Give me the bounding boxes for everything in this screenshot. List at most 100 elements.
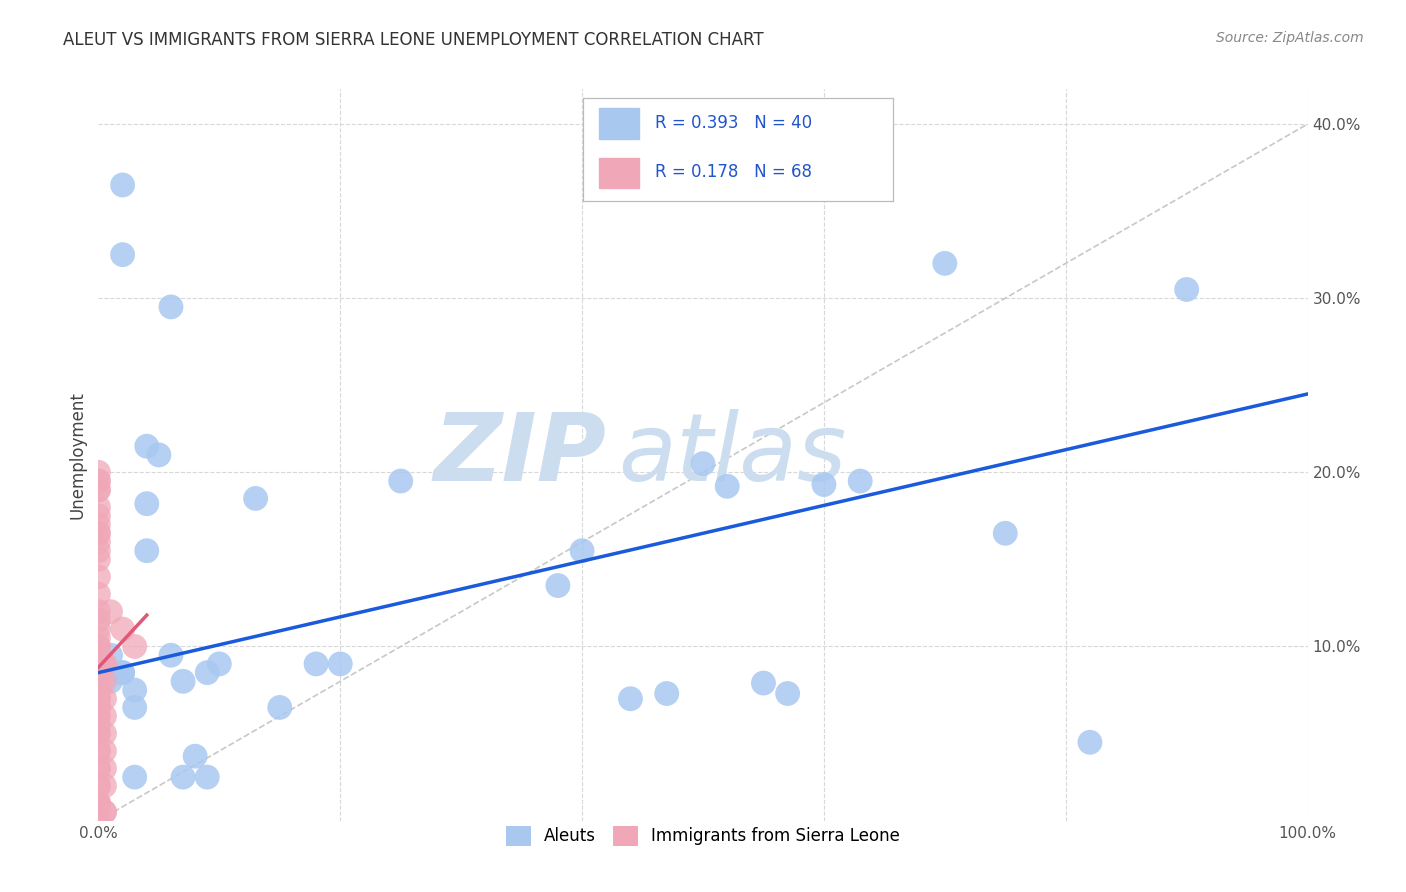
Point <box>87 796 110 810</box>
Point <box>87 761 110 775</box>
Point <box>849 474 872 488</box>
Point <box>87 657 110 671</box>
Point <box>172 674 194 689</box>
Point <box>87 683 110 698</box>
Point <box>87 517 110 532</box>
Bar <box>599 158 640 188</box>
Point <box>87 526 110 541</box>
Point <box>100 648 122 663</box>
Point <box>87 726 110 740</box>
Point <box>195 770 218 784</box>
Point <box>87 526 110 541</box>
Point <box>135 439 157 453</box>
Point <box>124 700 146 714</box>
Point <box>752 676 775 690</box>
Point <box>87 613 110 627</box>
Point <box>994 526 1017 541</box>
Point <box>87 570 110 584</box>
Point <box>87 657 110 671</box>
Point <box>124 640 146 654</box>
Point <box>111 247 134 261</box>
Point <box>87 709 110 723</box>
Point <box>245 491 267 506</box>
Point <box>87 665 110 680</box>
Point <box>93 779 115 793</box>
Point <box>87 814 110 828</box>
Point <box>93 674 115 689</box>
Point <box>87 674 110 689</box>
Point <box>87 508 110 523</box>
Point <box>619 691 641 706</box>
Point <box>93 657 115 671</box>
Point <box>87 709 110 723</box>
Point <box>87 674 110 689</box>
Text: ALEUT VS IMMIGRANTS FROM SIERRA LEONE UNEMPLOYMENT CORRELATION CHART: ALEUT VS IMMIGRANTS FROM SIERRA LEONE UN… <box>63 31 763 49</box>
Point <box>93 761 115 775</box>
Point <box>87 761 110 775</box>
Point <box>93 691 115 706</box>
Point <box>655 686 678 700</box>
Point <box>87 535 110 549</box>
Text: R = 0.178   N = 68: R = 0.178 N = 68 <box>655 163 811 181</box>
Point <box>87 665 110 680</box>
Point <box>87 648 110 663</box>
Point <box>100 674 122 689</box>
Point <box>208 657 231 671</box>
Point <box>93 805 115 819</box>
Point <box>111 622 134 636</box>
Point <box>93 726 115 740</box>
Point <box>195 665 218 680</box>
Point <box>87 474 110 488</box>
Point <box>124 683 146 698</box>
Point <box>93 657 115 671</box>
Point <box>692 457 714 471</box>
Point <box>934 256 956 270</box>
Point <box>172 770 194 784</box>
Point <box>93 744 115 758</box>
Point <box>87 552 110 566</box>
Point <box>87 474 110 488</box>
Point <box>87 605 110 619</box>
Point <box>160 300 183 314</box>
Point <box>100 605 122 619</box>
Point <box>87 796 110 810</box>
Point <box>87 483 110 497</box>
Point <box>389 474 412 488</box>
Point <box>87 691 110 706</box>
Point <box>1078 735 1101 749</box>
Point <box>813 477 835 491</box>
Point <box>87 587 110 601</box>
Point <box>87 674 110 689</box>
Point <box>135 543 157 558</box>
Point <box>87 744 110 758</box>
Point <box>87 814 110 828</box>
Point <box>87 640 110 654</box>
Point <box>716 479 738 493</box>
Point <box>93 709 115 723</box>
Point <box>571 543 593 558</box>
Point <box>87 622 110 636</box>
Point <box>87 683 110 698</box>
Point <box>776 686 799 700</box>
Legend: Aleuts, Immigrants from Sierra Leone: Aleuts, Immigrants from Sierra Leone <box>499 819 907 853</box>
Y-axis label: Unemployment: Unemployment <box>69 391 87 519</box>
Point <box>148 448 170 462</box>
Text: Source: ZipAtlas.com: Source: ZipAtlas.com <box>1216 31 1364 45</box>
Point <box>269 700 291 714</box>
Point <box>87 674 110 689</box>
Point <box>87 700 110 714</box>
Point <box>135 497 157 511</box>
Point <box>87 700 110 714</box>
Point <box>87 648 110 663</box>
Point <box>87 779 110 793</box>
Text: ZIP: ZIP <box>433 409 606 501</box>
Point <box>87 779 110 793</box>
Point <box>87 483 110 497</box>
Point <box>93 805 115 819</box>
Point <box>547 578 569 592</box>
Point <box>305 657 328 671</box>
Point <box>87 718 110 732</box>
Point <box>160 648 183 663</box>
Point <box>111 178 134 192</box>
Point <box>87 691 110 706</box>
